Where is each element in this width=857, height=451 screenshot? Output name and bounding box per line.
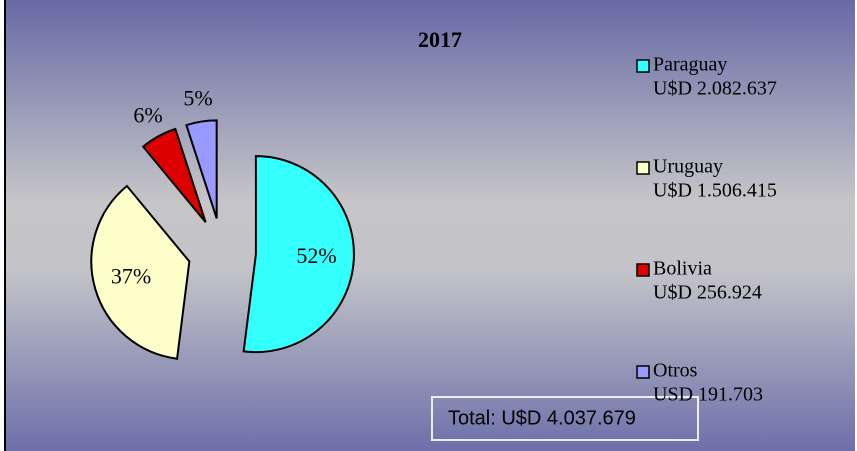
pie-slice: [185, 119, 218, 219]
legend-swatch: [636, 59, 650, 73]
legend-amount: U$D 1.506.415: [653, 180, 777, 202]
data-label: 5%: [183, 85, 212, 110]
chart-title: 2017: [418, 27, 462, 52]
legend-label: Paraguay: [653, 54, 727, 76]
data-label: 37%: [111, 263, 151, 288]
legend-amount: U$D 2.082.637: [653, 78, 777, 100]
legend-label: Uruguay: [653, 156, 723, 178]
legend-swatch: [636, 263, 650, 277]
pie-slice: [90, 184, 191, 360]
pie-slice: [242, 155, 355, 354]
data-label: 6%: [133, 102, 162, 127]
total-box: [431, 396, 699, 441]
legend-label: Bolivia: [653, 258, 712, 280]
legend-amount: U$D 256.924: [653, 282, 762, 304]
legend-swatch: [636, 365, 650, 379]
legend-amount: USD 191.703: [653, 384, 763, 406]
total-label: Total: U$D 4.037.679: [448, 407, 636, 429]
pie-slice: [141, 127, 207, 223]
legend-swatch: [636, 161, 650, 175]
legend-label: Otros: [653, 360, 698, 382]
data-label: 52%: [296, 243, 336, 268]
